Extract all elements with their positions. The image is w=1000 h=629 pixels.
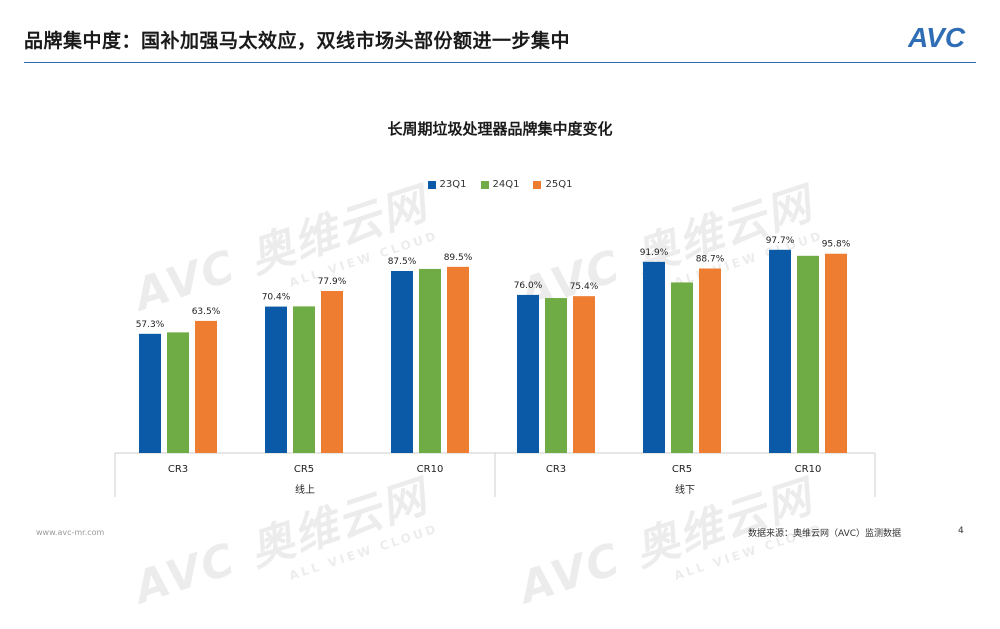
legend-swatch <box>427 180 436 189</box>
bar-24q1 <box>419 268 441 453</box>
data-label: 97.7% <box>766 236 795 246</box>
legend-item-24q1: 24Q1 <box>480 179 520 190</box>
legend-swatch <box>480 180 489 189</box>
svg-text:AVC: AVC <box>908 22 966 52</box>
bar-24q1 <box>671 282 693 453</box>
data-label: 63.5% <box>192 307 221 317</box>
data-label: 87.5% <box>388 257 417 267</box>
bar-24q1 <box>545 298 567 453</box>
x-tick-label: CR5 <box>672 464 692 475</box>
bar-23q1 <box>643 261 665 453</box>
x-group-label: 线下 <box>675 483 695 496</box>
data-label: 95.8% <box>822 240 851 250</box>
chart-title: 长周期垃圾处理器品牌集中度变化 <box>387 120 613 138</box>
data-label: 77.9% <box>318 277 347 287</box>
data-label: 89.5% <box>444 253 473 263</box>
x-tick-label: CR3 <box>546 464 566 475</box>
legend-item-23q1: 23Q1 <box>427 179 467 190</box>
bar-23q1 <box>265 306 287 453</box>
x-group-label: 线上 <box>295 483 315 496</box>
legend-item-25q1: 25Q1 <box>533 179 572 190</box>
bar-24q1 <box>797 255 819 453</box>
page-title: 品牌集中度：国补加强马太效应，双线市场头部份额进一步集中 <box>24 30 571 52</box>
avc-logo: AVC <box>907 22 974 56</box>
data-label: 70.4% <box>262 293 291 303</box>
data-label: 91.9% <box>640 248 669 258</box>
chart-legend: 23Q1 24Q1 25Q1 <box>0 179 1000 190</box>
bar-chart: 57.3% 63.5% CR3 70.4% 77.9% CR5 87.5% 89.5% CR10… <box>114 236 876 497</box>
bar-25q1 <box>573 296 595 453</box>
x-tick-label: CR5 <box>294 464 314 475</box>
x-tick-label: CR10 <box>795 464 822 475</box>
data-label: 76.0% <box>514 281 543 291</box>
bar-25q1 <box>699 268 721 453</box>
legend-label: 24Q1 <box>492 179 520 190</box>
footer-website: www.avc-mr.com <box>36 528 105 537</box>
bar-25q1 <box>321 290 343 453</box>
bar-25q1 <box>825 253 847 453</box>
legend-label: 23Q1 <box>439 179 467 190</box>
bar-25q1 <box>195 320 217 453</box>
footer-source: 数据来源：奥维云网（AVC）监测数据 <box>748 529 902 539</box>
data-label: 88.7% <box>696 255 725 265</box>
bar-23q1 <box>139 333 161 453</box>
bar-23q1 <box>517 294 539 453</box>
x-tick-label: CR3 <box>168 464 188 475</box>
data-label: 75.4% <box>570 282 599 292</box>
header-divider <box>24 62 976 63</box>
bar-23q1 <box>391 271 413 453</box>
bar-24q1 <box>293 306 315 453</box>
legend-label: 25Q1 <box>545 179 573 190</box>
data-label: 57.3% <box>136 320 165 330</box>
x-tick-label: CR10 <box>417 464 444 475</box>
page-number: 4 <box>958 526 964 536</box>
legend-swatch <box>533 180 542 189</box>
bar-25q1 <box>447 266 469 453</box>
bar-23q1 <box>769 249 791 453</box>
bar-24q1 <box>167 332 189 453</box>
